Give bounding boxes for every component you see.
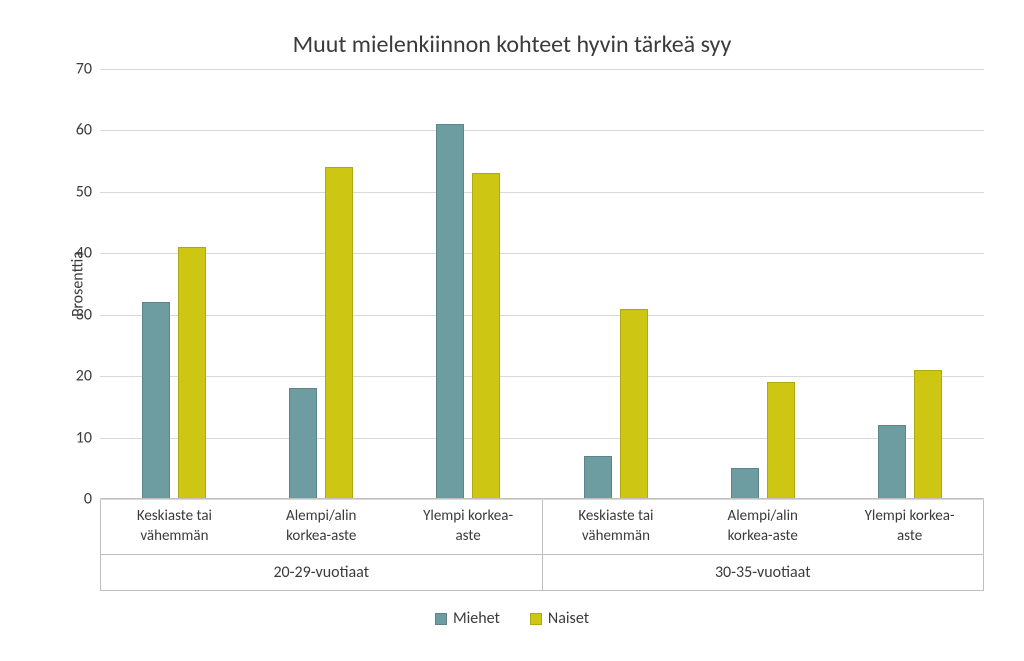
plot-area: Prosenttia 010203040506070 [100,69,984,499]
y-tick: 40 [76,244,100,263]
bar [289,388,317,499]
legend-swatch [435,613,447,625]
edu-group [837,69,984,499]
age-group [100,69,542,499]
bar [731,468,759,499]
legend: Miehet Naiset [30,609,994,628]
x-axis: Keskiaste taivähemmänAlempi/alinkorkea-a… [100,499,984,591]
edu-group [247,69,394,499]
bar [325,167,353,499]
bar [178,247,206,499]
x-tick-age: 30-35-vuotiaat [542,555,984,590]
bar [767,382,795,499]
edu-group [689,69,836,499]
y-tick: 20 [76,367,100,386]
x-axis-edu-row: Keskiaste taivähemmänAlempi/alinkorkea-a… [101,499,983,554]
x-tick-edu: Keskiaste taivähemmän [101,499,248,554]
x-tick-age: 20-29-vuotiaat [101,555,542,590]
bar [472,173,500,499]
bar [878,425,906,499]
y-tick: 70 [76,60,100,79]
bar [142,302,170,499]
bar [620,309,648,499]
edu-group [100,69,247,499]
y-tick: 30 [76,305,100,324]
y-tick: 60 [76,121,100,140]
y-tick: 10 [76,428,100,447]
axis-baseline [100,498,984,499]
y-tick: 50 [76,182,100,201]
x-tick-edu: Alempi/alinkorkea-aste [248,499,395,554]
x-axis-age-wrap: Keskiaste taivähemmänAlempi/alinkorkea-a… [101,499,542,554]
legend-swatch [530,613,542,625]
bar [584,456,612,499]
edu-group [395,69,542,499]
age-group [542,69,984,499]
grid-line [100,499,984,500]
x-axis-age-wrap: Keskiaste taivähemmänAlempi/alinkorkea-a… [542,499,984,554]
bar [436,124,464,499]
legend-item: Naiset [530,609,589,628]
legend-label: Naiset [548,609,589,628]
edu-group [542,69,689,499]
x-tick-edu: Ylempi korkea-aste [836,499,983,554]
y-tick: 0 [84,490,100,509]
chart-container: Muut mielenkiinnon kohteet hyvin tärkeä … [0,0,1024,661]
x-tick-edu: Alempi/alinkorkea-aste [689,499,836,554]
bars-area [100,69,984,499]
legend-label: Miehet [453,609,500,628]
chart-title: Muut mielenkiinnon kohteet hyvin tärkeä … [30,30,994,59]
legend-item: Miehet [435,609,500,628]
x-tick-edu: Keskiaste taivähemmän [543,499,690,554]
x-axis-age-row: 20-29-vuotiaat30-35-vuotiaat [101,554,983,590]
x-tick-edu: Ylempi korkea-aste [395,499,542,554]
bar [914,370,942,499]
